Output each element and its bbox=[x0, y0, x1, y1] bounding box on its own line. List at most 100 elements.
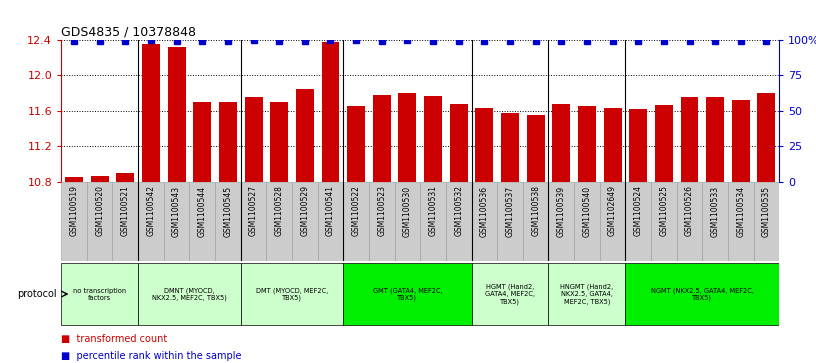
Bar bbox=[732, 100, 750, 182]
Bar bbox=[629, 109, 647, 182]
Bar bbox=[424, 96, 442, 182]
Text: HGMT (Hand2,
GATA4, MEF2C,
TBX5): HGMT (Hand2, GATA4, MEF2C, TBX5) bbox=[485, 284, 535, 305]
Bar bbox=[526, 115, 544, 182]
Bar bbox=[266, 182, 292, 261]
Bar bbox=[219, 102, 237, 182]
Text: GSM1100523: GSM1100523 bbox=[377, 185, 386, 236]
Bar bbox=[703, 182, 728, 261]
Text: GSM1100529: GSM1100529 bbox=[300, 185, 309, 236]
Text: ■  percentile rank within the sample: ■ percentile rank within the sample bbox=[61, 351, 242, 361]
Bar bbox=[523, 182, 548, 261]
Bar bbox=[548, 263, 625, 325]
Text: GSM1100539: GSM1100539 bbox=[557, 185, 565, 237]
Bar bbox=[142, 44, 160, 182]
Text: GSM1100528: GSM1100528 bbox=[275, 185, 284, 236]
Text: GSM1100522: GSM1100522 bbox=[352, 185, 361, 236]
Text: protocol: protocol bbox=[17, 289, 57, 299]
Text: GDS4835 / 10378848: GDS4835 / 10378848 bbox=[61, 26, 196, 39]
Bar bbox=[706, 97, 724, 182]
Text: GSM1100545: GSM1100545 bbox=[224, 185, 233, 237]
Bar bbox=[472, 263, 548, 325]
Bar bbox=[446, 182, 472, 261]
Text: GSM1100532: GSM1100532 bbox=[455, 185, 463, 236]
Bar bbox=[676, 182, 703, 261]
Text: NGMT (NKX2.5, GATA4, MEF2C,
TBX5): NGMT (NKX2.5, GATA4, MEF2C, TBX5) bbox=[651, 287, 754, 301]
Text: HNGMT (Hand2,
NKX2.5, GATA4,
MEF2C, TBX5): HNGMT (Hand2, NKX2.5, GATA4, MEF2C, TBX5… bbox=[561, 284, 614, 305]
Bar bbox=[398, 93, 416, 182]
Bar bbox=[625, 182, 651, 261]
Bar bbox=[600, 182, 625, 261]
Text: GSM1100534: GSM1100534 bbox=[736, 185, 745, 237]
Bar bbox=[86, 182, 113, 261]
Bar bbox=[497, 182, 523, 261]
Bar bbox=[138, 182, 164, 261]
Text: GSM1100535: GSM1100535 bbox=[762, 185, 771, 237]
Bar bbox=[296, 89, 314, 182]
Bar bbox=[578, 106, 596, 182]
Bar bbox=[292, 182, 317, 261]
Bar bbox=[167, 47, 185, 182]
Bar bbox=[574, 182, 600, 261]
Text: GSM1100542: GSM1100542 bbox=[146, 185, 156, 236]
Bar bbox=[450, 104, 468, 182]
Bar bbox=[420, 182, 446, 261]
Bar bbox=[317, 182, 344, 261]
Bar bbox=[117, 173, 135, 182]
Text: GMT (GATA4, MEF2C,
TBX5): GMT (GATA4, MEF2C, TBX5) bbox=[373, 287, 442, 301]
Bar bbox=[681, 97, 698, 182]
Bar bbox=[728, 182, 754, 261]
Bar bbox=[344, 263, 472, 325]
Bar bbox=[655, 105, 673, 182]
Text: ■  transformed count: ■ transformed count bbox=[61, 334, 167, 344]
Bar bbox=[245, 97, 263, 182]
Text: GSM1100531: GSM1100531 bbox=[428, 185, 437, 236]
Bar bbox=[65, 177, 83, 182]
Text: GSM1100519: GSM1100519 bbox=[69, 185, 78, 236]
Text: GSM1100541: GSM1100541 bbox=[326, 185, 335, 236]
Text: GSM1100527: GSM1100527 bbox=[249, 185, 258, 236]
Text: GSM1100537: GSM1100537 bbox=[505, 185, 515, 237]
Bar bbox=[241, 182, 266, 261]
Bar bbox=[164, 182, 189, 261]
Bar bbox=[91, 176, 109, 182]
Bar bbox=[754, 182, 779, 261]
Bar bbox=[472, 182, 497, 261]
Bar bbox=[61, 182, 86, 261]
Text: GSM1100525: GSM1100525 bbox=[659, 185, 668, 236]
Text: GSM1102649: GSM1102649 bbox=[608, 185, 617, 236]
Text: GSM1100538: GSM1100538 bbox=[531, 185, 540, 236]
Bar bbox=[189, 182, 215, 261]
Text: DMT (MYOCD, MEF2C,
TBX5): DMT (MYOCD, MEF2C, TBX5) bbox=[256, 287, 328, 301]
Text: GSM1100524: GSM1100524 bbox=[634, 185, 643, 236]
Bar bbox=[476, 108, 494, 182]
Text: GSM1100540: GSM1100540 bbox=[583, 185, 592, 237]
Bar bbox=[347, 106, 365, 182]
Bar bbox=[113, 182, 138, 261]
Bar bbox=[369, 182, 395, 261]
Bar bbox=[61, 263, 138, 325]
Bar bbox=[215, 182, 241, 261]
Text: GSM1100521: GSM1100521 bbox=[121, 185, 130, 236]
Bar bbox=[270, 102, 288, 182]
Bar bbox=[344, 182, 369, 261]
Bar bbox=[651, 182, 676, 261]
Bar bbox=[373, 95, 391, 182]
Bar bbox=[193, 102, 211, 182]
Text: GSM1100536: GSM1100536 bbox=[480, 185, 489, 237]
Bar bbox=[548, 182, 574, 261]
Bar bbox=[757, 93, 775, 182]
Bar bbox=[625, 263, 779, 325]
Bar bbox=[241, 263, 344, 325]
Bar bbox=[322, 42, 339, 182]
Text: no transcription
factors: no transcription factors bbox=[73, 287, 126, 301]
Text: GSM1100543: GSM1100543 bbox=[172, 185, 181, 237]
Bar bbox=[604, 108, 622, 182]
Bar bbox=[552, 104, 570, 182]
Bar bbox=[138, 263, 241, 325]
Text: GSM1100526: GSM1100526 bbox=[685, 185, 694, 236]
Text: GSM1100530: GSM1100530 bbox=[403, 185, 412, 237]
Bar bbox=[501, 113, 519, 182]
Bar bbox=[395, 182, 420, 261]
Text: GSM1100533: GSM1100533 bbox=[711, 185, 720, 237]
Text: GSM1100544: GSM1100544 bbox=[197, 185, 206, 237]
